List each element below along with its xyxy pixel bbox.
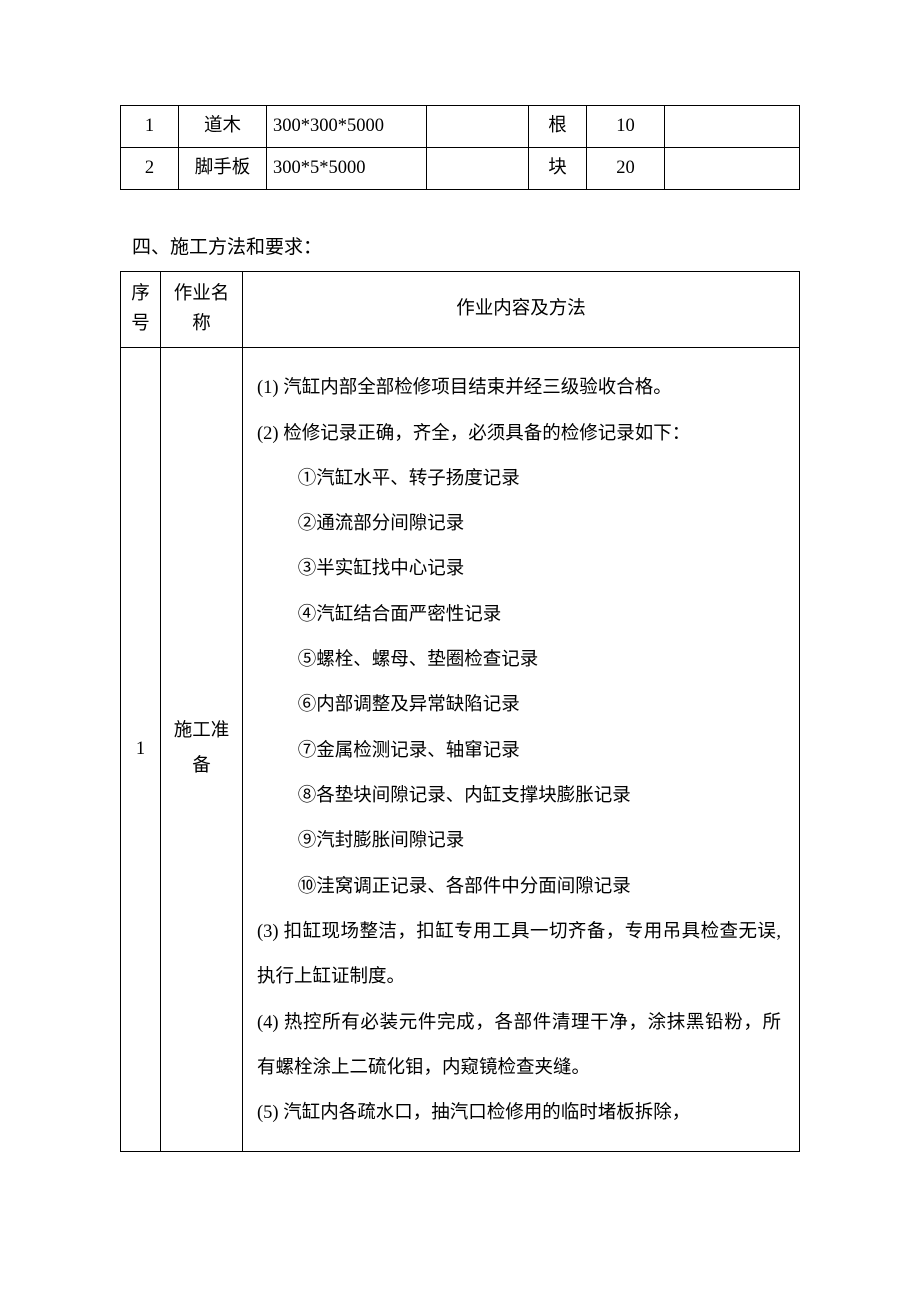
content-subline: ⑨汽封膨胀间隙记录: [257, 819, 781, 864]
materials-table: 1 道木 300*300*5000 根 10 2 脚手板 300*5*5000 …: [120, 105, 800, 190]
content-subline: ④汽缸结合面严密性记录: [257, 593, 781, 638]
header-name: 作业名称: [161, 272, 243, 348]
cell-qty: 10: [587, 106, 665, 148]
content-subline: ⑩洼窝调正记录、各部件中分面间隙记录: [257, 865, 781, 910]
content-line: (2) 检修记录正确，齐全，必须具备的检修记录如下：: [257, 412, 781, 457]
table-row: 1 施工准 备 (1) 汽缸内部全部检修项目结束并经三级验收合格。 (2) 检修…: [121, 348, 800, 1151]
cell-spec: 300*5*5000: [267, 148, 427, 190]
cell-content: (1) 汽缸内部全部检修项目结束并经三级验收合格。 (2) 检修记录正确，齐全，…: [243, 348, 800, 1151]
content-line: (1) 汽缸内部全部检修项目结束并经三级验收合格。: [257, 366, 781, 411]
cell-unit: 块: [529, 148, 587, 190]
content-subline: ⑧各垫块间隙记录、内缸支撑块膨胀记录: [257, 774, 781, 819]
content-subline: ⑥内部调整及异常缺陷记录: [257, 683, 781, 728]
content-subline: ①汽缸水平、转子扬度记录: [257, 457, 781, 502]
cell-name: 施工准 备: [161, 348, 243, 1151]
methods-table: 序号 作业名称 作业内容及方法 1 施工准 备 (1) 汽缸内部全部检修项目结束…: [120, 271, 800, 1152]
header-idx: 序号: [121, 272, 161, 348]
cell-idx: 1: [121, 348, 161, 1151]
cell-name: 道木: [179, 106, 267, 148]
cell-name-line: 施工准: [161, 714, 242, 749]
cell-blank: [427, 106, 529, 148]
content-line: (5) 汽缸内各疏水口，抽汽口检修用的临时堵板拆除，: [257, 1091, 781, 1136]
cell-blank: [427, 148, 529, 190]
table-row: 1 道木 300*300*5000 根 10: [121, 106, 800, 148]
content-line: (4) 热控所有必装元件完成，各部件清理干净，涂抹黑铅粉，所有螺栓涂上二硫化钼，…: [257, 1001, 781, 1092]
content-subline: ②通流部分间隙记录: [257, 502, 781, 547]
cell-name: 脚手板: [179, 148, 267, 190]
cell-blank: [665, 148, 800, 190]
cell-unit: 根: [529, 106, 587, 148]
cell-qty: 20: [587, 148, 665, 190]
cell-spec: 300*300*5000: [267, 106, 427, 148]
section-heading: 四、施工方法和要求：: [120, 232, 800, 259]
cell-idx: 2: [121, 148, 179, 190]
cell-blank: [665, 106, 800, 148]
content-subline: ⑦金属检测记录、轴窜记录: [257, 729, 781, 774]
table-header-row: 序号 作业名称 作业内容及方法: [121, 272, 800, 348]
header-body: 作业内容及方法: [243, 272, 800, 348]
content-subline: ③半实缸找中心记录: [257, 547, 781, 592]
content-line: (3) 扣缸现场整洁，扣缸专用工具一切齐备，专用吊具检查无误,执行上缸证制度。: [257, 910, 781, 1001]
cell-name-line: 备: [161, 749, 242, 784]
content-subline: ⑤螺栓、螺母、垫圈检查记录: [257, 638, 781, 683]
table-row: 2 脚手板 300*5*5000 块 20: [121, 148, 800, 190]
cell-idx: 1: [121, 106, 179, 148]
